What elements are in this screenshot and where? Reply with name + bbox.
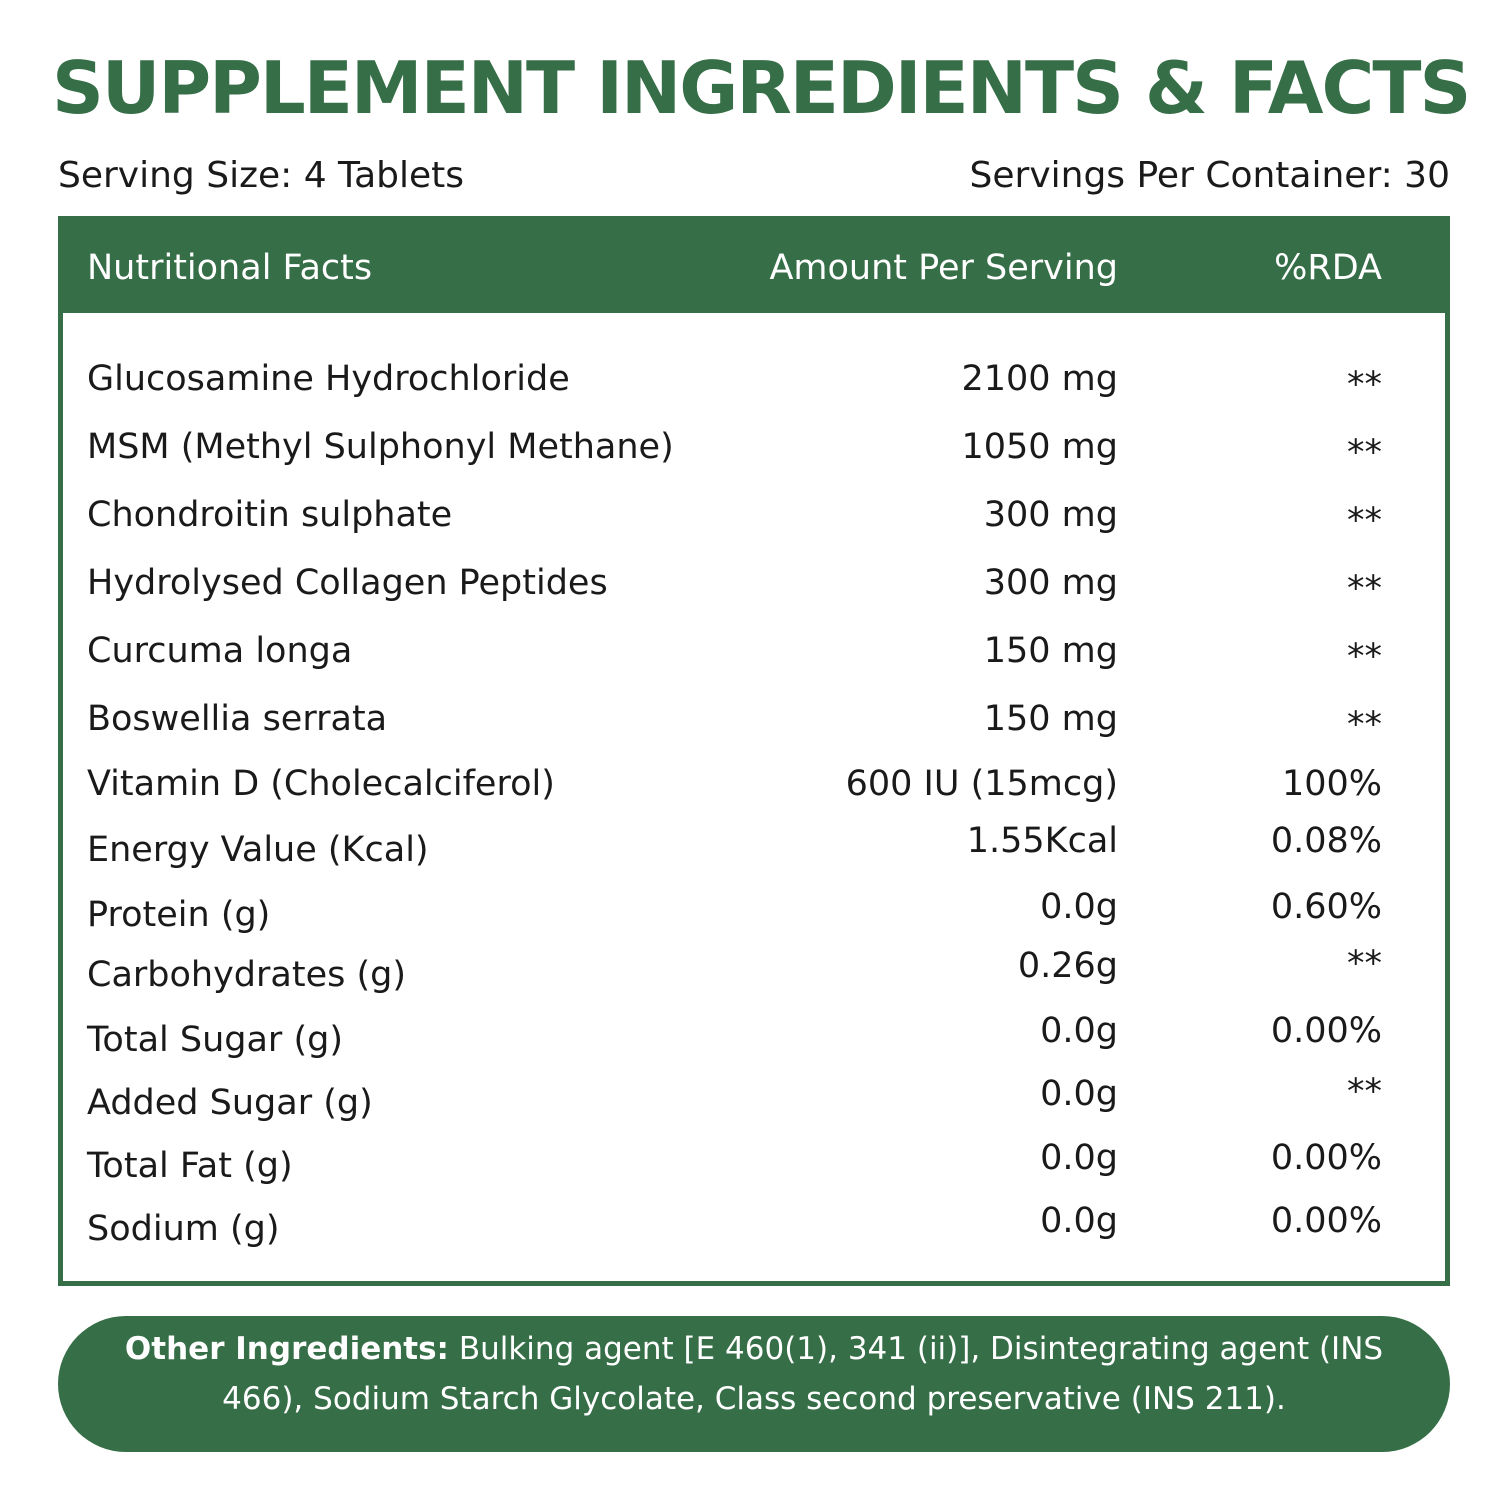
ingredient-name: Curcuma longa (87, 631, 353, 671)
ingredient-amount: 0.26g (1017, 946, 1118, 986)
header-nutritional-facts: Nutritional Facts (87, 248, 373, 288)
ingredient-amount: 0.0g (1040, 1201, 1118, 1241)
ingredient-rda: 0.60% (1270, 887, 1382, 927)
ingredient-rda: ** (1347, 1072, 1382, 1112)
other-ingredients-text: Bulking agent [E 460(1), 341 (ii)], Disi… (222, 1331, 1384, 1417)
ingredient-rda: 0.08% (1270, 821, 1382, 861)
ingredient-amount: 0.0g (1040, 1074, 1118, 1114)
ingredient-name: Total Fat (g) (87, 1146, 293, 1186)
ingredient-name: Sodium (g) (87, 1209, 280, 1249)
header-rda: %RDA (1274, 248, 1382, 288)
ingredient-name: Boswellia serrata (87, 699, 388, 739)
table-row: Sodium (g) 0.0g 0.00% (63, 1201, 1445, 1252)
ingredient-rda: ** (1347, 569, 1382, 609)
ingredient-name: Carbohydrates (g) (87, 955, 406, 995)
table-row: Energy Value (Kcal) 1.55Kcal 0.08% (63, 821, 1445, 871)
ingredient-name: Total Sugar (g) (87, 1020, 343, 1060)
table-header: Nutritional Facts Amount Per Serving %RD… (63, 221, 1445, 313)
table-row: MSM (Methyl Sulphonyl Methane) 1050 mg *… (63, 422, 1445, 473)
ingredient-rda: 0.00% (1270, 1138, 1382, 1178)
ingredient-amount: 600 IU (15mcg) (845, 764, 1118, 804)
ingredient-amount: 150 mg (983, 631, 1118, 671)
table-row: Glucosamine Hydrochloride 2100 mg ** (63, 354, 1445, 405)
ingredient-amount: 300 mg (983, 495, 1118, 535)
ingredient-rda: 100% (1281, 764, 1382, 804)
nutrition-facts-table: Nutritional Facts Amount Per Serving %RD… (58, 216, 1450, 1286)
ingredient-amount: 1050 mg (961, 427, 1118, 467)
table-row: Boswellia serrata 150 mg ** (63, 694, 1445, 745)
ingredient-name: Vitamin D (Cholecalciferol) (87, 764, 555, 804)
header-amount-per-serving: Amount Per Serving (769, 248, 1118, 288)
ingredient-amount: 300 mg (983, 563, 1118, 603)
ingredient-name: Hydrolysed Collagen Peptides (87, 563, 608, 603)
ingredient-name: Protein (g) (87, 895, 271, 935)
table-row: Protein (g) 0.0g 0.60% (63, 886, 1445, 936)
ingredient-rda: ** (1347, 501, 1382, 541)
table-row: Hydrolysed Collagen Peptides 300 mg ** (63, 558, 1445, 609)
table-row: Total Fat (g) 0.0g 0.00% (63, 1138, 1445, 1189)
ingredient-amount: 2100 mg (961, 359, 1118, 399)
ingredient-amount: 0.0g (1040, 1011, 1118, 1051)
ingredient-rda: 0.00% (1270, 1201, 1382, 1241)
ingredient-rda: ** (1347, 637, 1382, 677)
other-ingredients-label: Other Ingredients: (124, 1331, 449, 1367)
ingredient-rda: ** (1347, 944, 1382, 984)
servings-per-container: Servings Per Container: 30 (969, 155, 1450, 196)
ingredient-rda: ** (1347, 433, 1382, 473)
table-row: Total Sugar (g) 0.0g 0.00% (63, 1011, 1445, 1062)
table-row: Carbohydrates (g) 0.26g ** (63, 944, 1445, 997)
other-ingredients-panel: Other Ingredients: Bulking agent [E 460(… (58, 1316, 1450, 1452)
ingredient-rda: 0.00% (1270, 1011, 1382, 1051)
ingredient-rda: ** (1347, 705, 1382, 745)
table-row: Vitamin D (Cholecalciferol) 600 IU (15mc… (63, 759, 1445, 809)
ingredient-name: Added Sugar (g) (87, 1083, 373, 1123)
table-row: Curcuma longa 150 mg ** (63, 626, 1445, 677)
table-row: Added Sugar (g) 0.0g ** (63, 1072, 1445, 1125)
table-row: Chondroitin sulphate 300 mg ** (63, 490, 1445, 541)
ingredient-amount: 0.0g (1040, 1138, 1118, 1178)
page-title: SUPPLEMENT INGREDIENTS & FACTS (52, 46, 1471, 130)
ingredient-amount: 0.0g (1040, 887, 1118, 927)
ingredient-name: Energy Value (Kcal) (87, 830, 429, 870)
serving-size: Serving Size: 4 Tablets (58, 155, 465, 196)
ingredient-amount: 1.55Kcal (966, 821, 1118, 861)
ingredient-name: MSM (Methyl Sulphonyl Methane) (87, 427, 674, 467)
ingredient-amount: 150 mg (983, 699, 1118, 739)
ingredient-rda: ** (1347, 365, 1382, 405)
ingredient-name: Glucosamine Hydrochloride (87, 359, 570, 399)
ingredient-name: Chondroitin sulphate (87, 495, 453, 535)
